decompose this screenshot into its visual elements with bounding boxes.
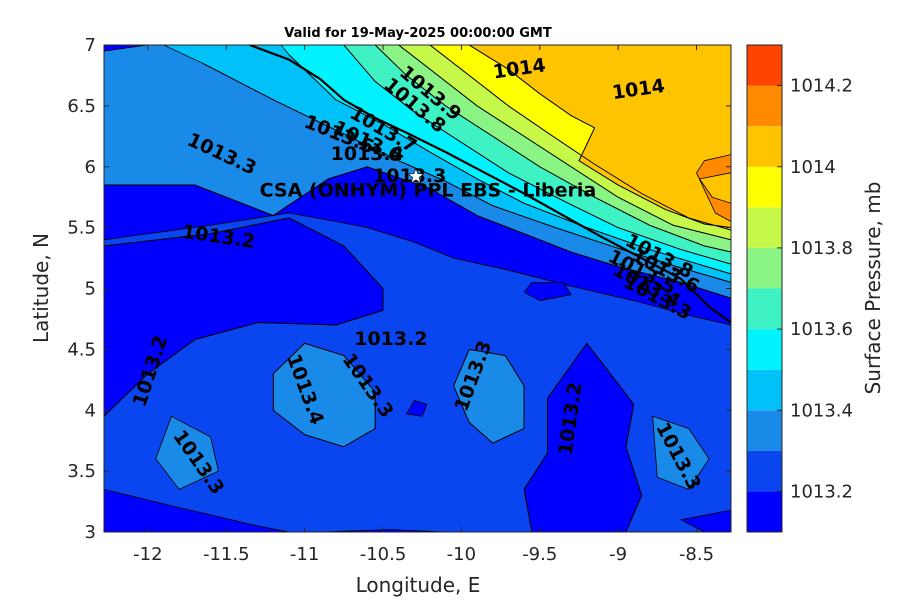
- x-axis-label: Longitude, E: [356, 573, 481, 597]
- chart-title: Valid for 19-May-2025 00:00:00 GMT: [284, 26, 552, 41]
- contour-label-16: 1013.2: [354, 328, 427, 350]
- colorbar-swatch-0: [747, 491, 782, 532]
- contour-line-8: [343, 45, 731, 265]
- colorbar-swatch-2: [747, 410, 782, 451]
- plot-area: [104, 45, 731, 532]
- y-tick-label-1: 3.5: [67, 461, 96, 482]
- y-axis-ticks: 3 3.5 4 4.5 5 5.5 6 6.5 7: [67, 35, 731, 543]
- x-tick-label-0: -12: [133, 544, 162, 565]
- x-tick-label-1: -11.5: [203, 544, 250, 565]
- colorbar-frame: [746, 44, 783, 533]
- site-label: CSA (ONHYM) PPL EBS - Liberia: [260, 180, 597, 202]
- colorbar-swatch-4: [747, 329, 782, 370]
- x-tick-label-5: -9.5: [522, 544, 557, 565]
- y-axis-label: Latitude, N: [29, 233, 53, 343]
- contour-line-10: [398, 45, 731, 241]
- coastline-line: [249, 45, 731, 324]
- x-tick-label-7: -8.5: [679, 544, 714, 565]
- contour-line-1: [586, 343, 643, 532]
- colorbar-label: Surface Pressure, mb: [861, 182, 885, 395]
- colorbar-swatch-10: [747, 85, 782, 127]
- pressure-region-10: [155, 415, 219, 490]
- y-tick-label-8: 7: [85, 35, 96, 56]
- contour-label-7: 1013.4: [331, 143, 404, 165]
- colorbar-tick-label-4: 1014: [790, 157, 836, 178]
- contour-line-12: [468, 45, 731, 229]
- contour-line-5: [104, 166, 731, 299]
- y-tick-label-3: 4.5: [67, 339, 96, 360]
- contour-line-3: [272, 342, 376, 448]
- coastline: [249, 45, 731, 324]
- x-axis-ticks: -12 -11.5 -11 -10.5 -10 -9.5 -9 -8.5: [133, 45, 714, 565]
- colorbar-swatch-5: [747, 288, 782, 330]
- contour-line-0: [104, 217, 384, 417]
- colorbar-swatch-11: [747, 45, 782, 86]
- y-tick-label-2: 4: [85, 400, 96, 421]
- contour-lines: [104, 45, 731, 532]
- x-tick-label-3: -10.5: [360, 544, 407, 565]
- pressure-region-7: [406, 400, 428, 417]
- x-tick-label-4: -10: [447, 544, 476, 565]
- pressure-region-21: [699, 172, 731, 204]
- x-tick-label-2: -11: [290, 544, 319, 565]
- colorbar-swatch-8: [747, 166, 782, 208]
- colorbar-tick-label-0: 1013.2: [790, 481, 853, 502]
- pressure-region-11: [652, 415, 710, 490]
- colorbar-swatch-3: [747, 369, 782, 411]
- pressure-fields: [104, 45, 731, 532]
- colorbar-swatch-6: [747, 247, 782, 289]
- contour-line-4: [453, 348, 525, 444]
- site-marker-group: CSA (ONHYM) PPL EBS - Liberia: [260, 167, 597, 202]
- y-tick-label-6: 6: [85, 157, 96, 178]
- y-tick-label-5: 5.5: [67, 218, 96, 239]
- contour-label-8: 1013.3: [373, 165, 446, 187]
- contour-line-11: [429, 45, 731, 231]
- colorbar-tick-label-5: 1014.2: [790, 76, 853, 97]
- colorbar-swatch-7: [747, 207, 782, 248]
- y-tick-label-0: 3: [85, 522, 96, 543]
- y-tick-label-4: 5: [85, 279, 96, 300]
- x-tick-label-6: -9: [609, 544, 627, 565]
- contour-line-9: [374, 45, 731, 253]
- colorbar-tick-label-2: 1013.6: [790, 319, 853, 340]
- colorbar-swatch-9: [747, 126, 782, 167]
- colorbar-tick-label-1: 1013.4: [790, 400, 853, 421]
- pressure-region-3: [104, 488, 290, 532]
- site-star-icon: [407, 167, 425, 184]
- contour-line-6: [202, 62, 731, 283]
- colorbar: 1013.2 1013.4 1013.6 1013.8 1014 1014.2: [746, 44, 853, 533]
- colorbar-tick-label-3: 1013.8: [790, 238, 853, 259]
- pressure-region-6: [523, 281, 572, 302]
- contour-line-2: [523, 343, 588, 532]
- y-tick-label-7: 6.5: [67, 96, 96, 117]
- contour-line-7: [288, 54, 731, 275]
- colorbar-swatch-1: [747, 450, 782, 492]
